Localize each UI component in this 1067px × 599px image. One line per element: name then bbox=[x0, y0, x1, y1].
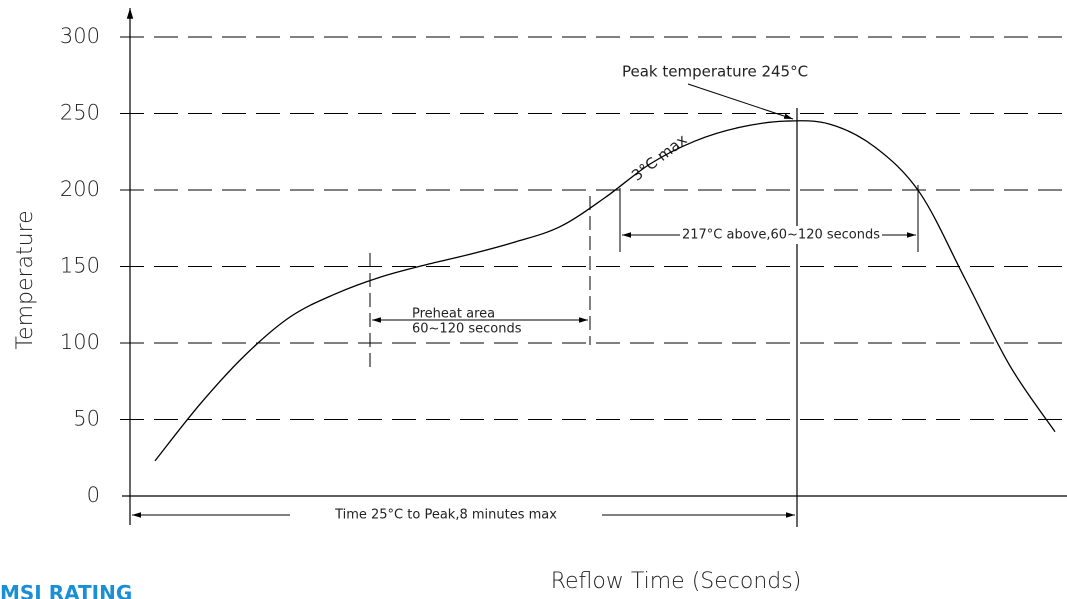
annotation: 60~120 seconds bbox=[412, 322, 522, 337]
annotation: Preheat area bbox=[412, 307, 495, 322]
y-tick-label: 250 bbox=[60, 101, 100, 125]
x-axis-label: Reflow Time (Seconds) bbox=[551, 569, 802, 594]
annotation: Peak temperature 245°C bbox=[622, 63, 808, 81]
y-tick-label: 200 bbox=[60, 177, 100, 201]
y-tick-label: 300 bbox=[60, 24, 100, 48]
annotation: 217°C above,60~120 seconds bbox=[682, 228, 880, 243]
y-tick-label: 50 bbox=[73, 407, 100, 431]
reflow-curve bbox=[154, 120, 1056, 462]
annotation: 3°C max bbox=[628, 130, 690, 184]
peak-leader bbox=[687, 83, 794, 120]
y-tick-label: 100 bbox=[60, 330, 100, 354]
y-tick-label: 150 bbox=[60, 254, 100, 278]
label-bg bbox=[680, 226, 882, 244]
annotation: Time 25°C to Peak,8 minutes max bbox=[334, 508, 557, 523]
footer: MSI RATING bbox=[0, 581, 132, 599]
label-bg bbox=[290, 506, 602, 524]
y-axis-label: Temperature bbox=[13, 210, 38, 349]
y-tick-label: 0 bbox=[87, 483, 100, 507]
